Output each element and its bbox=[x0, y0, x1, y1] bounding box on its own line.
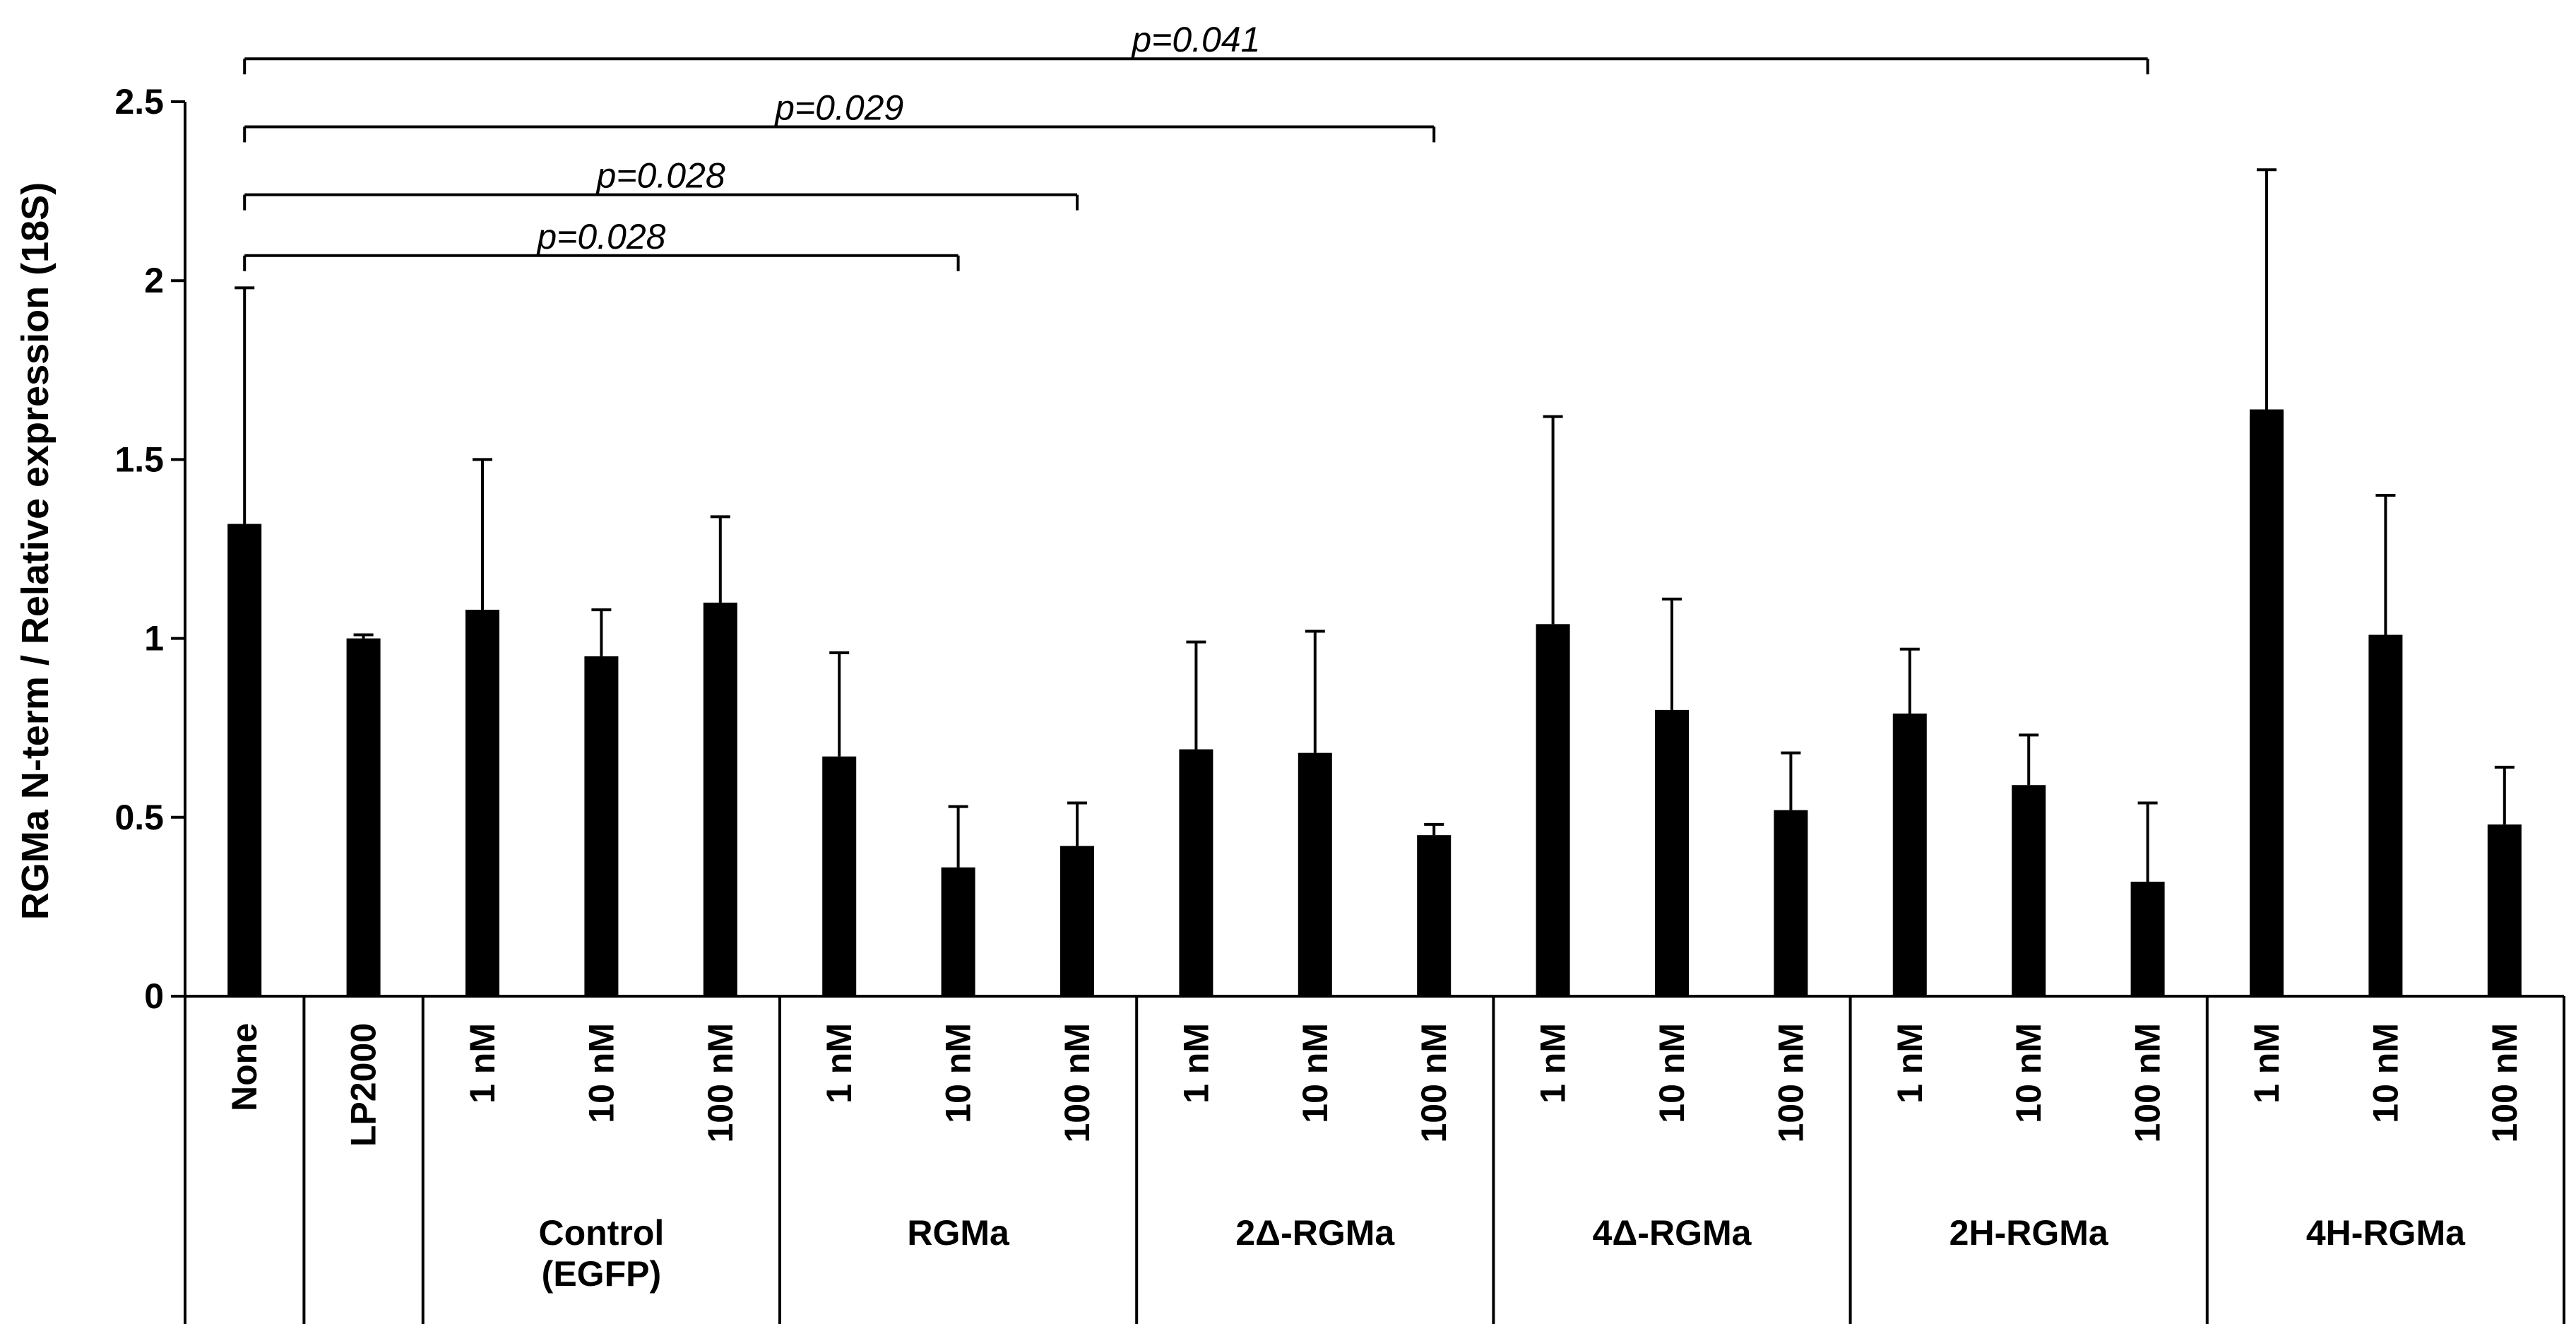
bar-1 bbox=[227, 524, 262, 996]
category-label: 100 nM bbox=[701, 1023, 740, 1143]
group-label: 2Δ-RGMa bbox=[1235, 1213, 1395, 1253]
y-tick-label: 2 bbox=[144, 261, 164, 300]
y-tick-label: 1 bbox=[144, 619, 164, 658]
bar-11 bbox=[1417, 835, 1452, 996]
group-label: 2H-RGMa bbox=[1949, 1213, 2109, 1253]
bar-2 bbox=[346, 638, 381, 996]
group-label: 4Δ-RGMa bbox=[1593, 1213, 1752, 1253]
category-label: LP2000 bbox=[344, 1023, 384, 1147]
category-label: 100 nM bbox=[1771, 1023, 1810, 1143]
p-value-label: p=0.028 bbox=[535, 217, 665, 256]
bar-19 bbox=[2368, 634, 2403, 996]
category-label: 100 nM bbox=[1414, 1023, 1454, 1143]
bar-8 bbox=[1060, 846, 1094, 996]
group-label: (EGFP) bbox=[542, 1254, 661, 1294]
category-label: None bbox=[225, 1023, 264, 1111]
bar-15 bbox=[1892, 713, 1927, 996]
p-value-label: p=0.041 bbox=[1130, 20, 1260, 59]
bar-3 bbox=[465, 610, 499, 996]
category-label: 10 nM bbox=[2366, 1023, 2405, 1123]
category-label: 1 nM bbox=[1176, 1023, 1216, 1104]
category-label: 100 nM bbox=[2485, 1023, 2524, 1143]
category-label: 10 nM bbox=[939, 1023, 978, 1123]
axes: 0 0.5 1 1.5 2 2.5 bbox=[114, 82, 2564, 1016]
bar-5 bbox=[703, 602, 737, 996]
bar-7 bbox=[941, 867, 975, 996]
bar-13 bbox=[1655, 709, 1689, 996]
bar-12 bbox=[1536, 624, 1570, 996]
bar-14 bbox=[1774, 810, 1808, 996]
error-bars bbox=[235, 168, 2515, 882]
bar-20 bbox=[2487, 824, 2522, 996]
bar-6 bbox=[822, 756, 857, 996]
group-label: Control bbox=[539, 1213, 665, 1253]
category-label: 10 nM bbox=[1652, 1023, 1692, 1123]
bar-9 bbox=[1179, 749, 1213, 996]
group-label: 4H-RGMa bbox=[2306, 1213, 2466, 1253]
category-label: 100 nM bbox=[1057, 1023, 1097, 1143]
bar-17 bbox=[2130, 881, 2165, 996]
bar-18 bbox=[2250, 409, 2284, 996]
bars bbox=[227, 409, 2522, 996]
category-label: 1 nM bbox=[1890, 1023, 1930, 1104]
category-label: 100 nM bbox=[2128, 1023, 2168, 1143]
y-tick-label: 1.5 bbox=[114, 439, 164, 479]
category-label: 1 nM bbox=[1533, 1023, 1573, 1104]
group-labels: Control(EGFP) RGMa 2Δ-RGMa 4Δ-RGMa 2H-RGMa 4H… bbox=[184, 996, 2565, 1324]
y-tick-label: 0.5 bbox=[114, 798, 164, 837]
p-value-label: p=0.028 bbox=[595, 156, 725, 196]
category-label: 10 nM bbox=[2009, 1023, 2048, 1123]
group-label: RGMa bbox=[907, 1213, 1010, 1253]
bar-16 bbox=[2012, 785, 2046, 996]
y-tick-label: 0 bbox=[144, 976, 164, 1016]
bar-10 bbox=[1298, 752, 1332, 996]
category-label: 10 nM bbox=[1295, 1023, 1335, 1123]
y-tick-label: 2.5 bbox=[114, 82, 164, 122]
p-value-label: p=0.029 bbox=[773, 88, 903, 127]
category-label: 1 nM bbox=[2247, 1023, 2286, 1104]
category-label: 10 nM bbox=[581, 1023, 621, 1123]
category-labels: None LP2000 1 nM 10 nM 100 nM 1 nM 10 nM 100 nM… bbox=[225, 1023, 2524, 1147]
category-label: 1 nM bbox=[463, 1023, 502, 1104]
bar-4 bbox=[584, 656, 619, 996]
significance-brackets: p=0.041 p=0.029 p=0.028 p=0.028 bbox=[243, 20, 2149, 271]
category-label: 1 nM bbox=[819, 1023, 859, 1104]
y-axis-label: RGMa N-term / Relative expression (18S) bbox=[14, 182, 57, 920]
